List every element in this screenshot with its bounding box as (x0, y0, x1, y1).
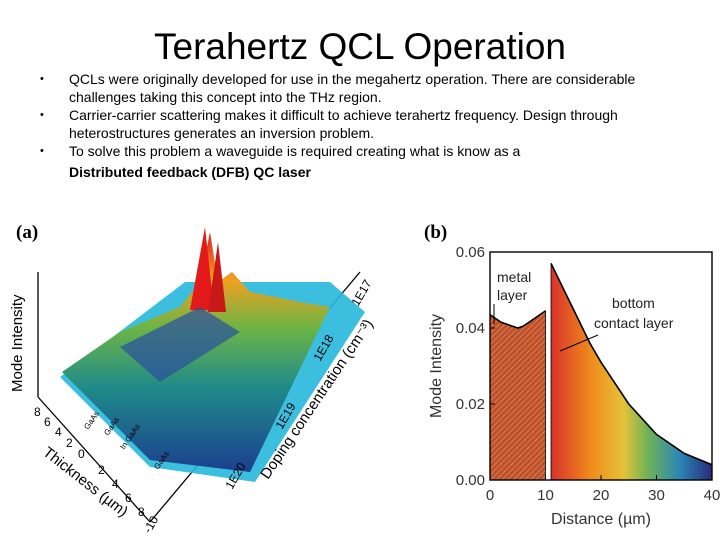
bullet-text: Carrier-carrier scattering makes it diff… (69, 107, 618, 141)
x-axis-label: Distance (µm) (551, 511, 651, 528)
slide-title: Terahertz QCL Operation (154, 26, 566, 67)
a-thickness-tick: 6 (125, 491, 132, 505)
figure-a: (a) Mode Intensity Thickness (µm) Doping… (9, 222, 377, 536)
a-thickness-tick: 4 (112, 477, 119, 491)
bullet-dot-icon: • (40, 145, 44, 157)
bullet-text: To solve this problem a waveguide is req… (69, 143, 521, 159)
a-thickness-tick: 8 (34, 405, 41, 419)
a-thickness-tick: 2 (66, 436, 73, 450)
x-tick-label: 0 (486, 487, 494, 504)
y-tick-label: 0.06 (456, 244, 485, 261)
series-line (550, 263, 713, 466)
x-tick-label: 20 (593, 487, 610, 504)
a-surface-shade (120, 307, 240, 382)
panel-b-label: (b) (424, 222, 447, 243)
y-tick-label: 0.04 (456, 320, 485, 337)
annotation-metal-layer: layer (497, 287, 528, 303)
a-thickness-tick: 4 (55, 425, 62, 439)
bullet-dot-icon: • (40, 109, 44, 121)
series-area (489, 310, 546, 481)
a-peak (208, 242, 226, 312)
annotation-bottom-contact: contact layer (594, 315, 674, 331)
dfb-emphasis: Distributed feedback (DFB) QC laser (69, 164, 311, 180)
a-thickness-axis (37, 396, 151, 523)
y-tick-label: 0.02 (456, 396, 485, 413)
bullet-dot-icon: • (40, 73, 44, 85)
bullet-item: • To solve this problem a waveguide is r… (28, 142, 698, 160)
y-axis-label: Mode Intensity (428, 314, 445, 418)
x-tick-label: 40 (704, 487, 720, 504)
annotation-pointer (559, 334, 599, 352)
a-peak (190, 227, 214, 310)
a-thickness-tick: 2 (98, 463, 105, 477)
a-thickness-tick: 6 (44, 415, 51, 429)
bullet-item: • Carrier-carrier scattering makes it di… (28, 106, 698, 142)
a-material-label: GaAs (82, 410, 101, 432)
panel-a-label: (a) (16, 222, 38, 243)
x-tick-label: 10 (537, 487, 554, 504)
bullet-item: • QCLs were originally developed for use… (28, 70, 698, 106)
annotation-bottom-contact: bottom (612, 295, 655, 311)
figure-b: (b) 0 10 20 30 40 0.00 0.02 0.04 0.06 Distance (µ… (424, 222, 720, 528)
figure: (a) Mode Intensity Thickness (µm) Doping… (9, 222, 720, 536)
a-thickness-tick: 0 (78, 447, 85, 461)
series-line (489, 310, 546, 329)
bullet-text: QCLs were originally developed for use i… (69, 71, 636, 105)
a-thickness-tick: 8 (138, 505, 145, 519)
x-tick-label: 30 (648, 487, 665, 504)
a-z-label: Mode Intensity (9, 294, 26, 392)
y-tick-label: 0.00 (456, 472, 485, 489)
bullet-list: • QCLs were originally developed for use… (28, 70, 698, 181)
annotation-metal-layer: metal (497, 269, 531, 285)
chart-b: 0 10 20 30 40 0.00 0.02 0.04 0.06 Distance (µm) Mo… (428, 244, 720, 528)
